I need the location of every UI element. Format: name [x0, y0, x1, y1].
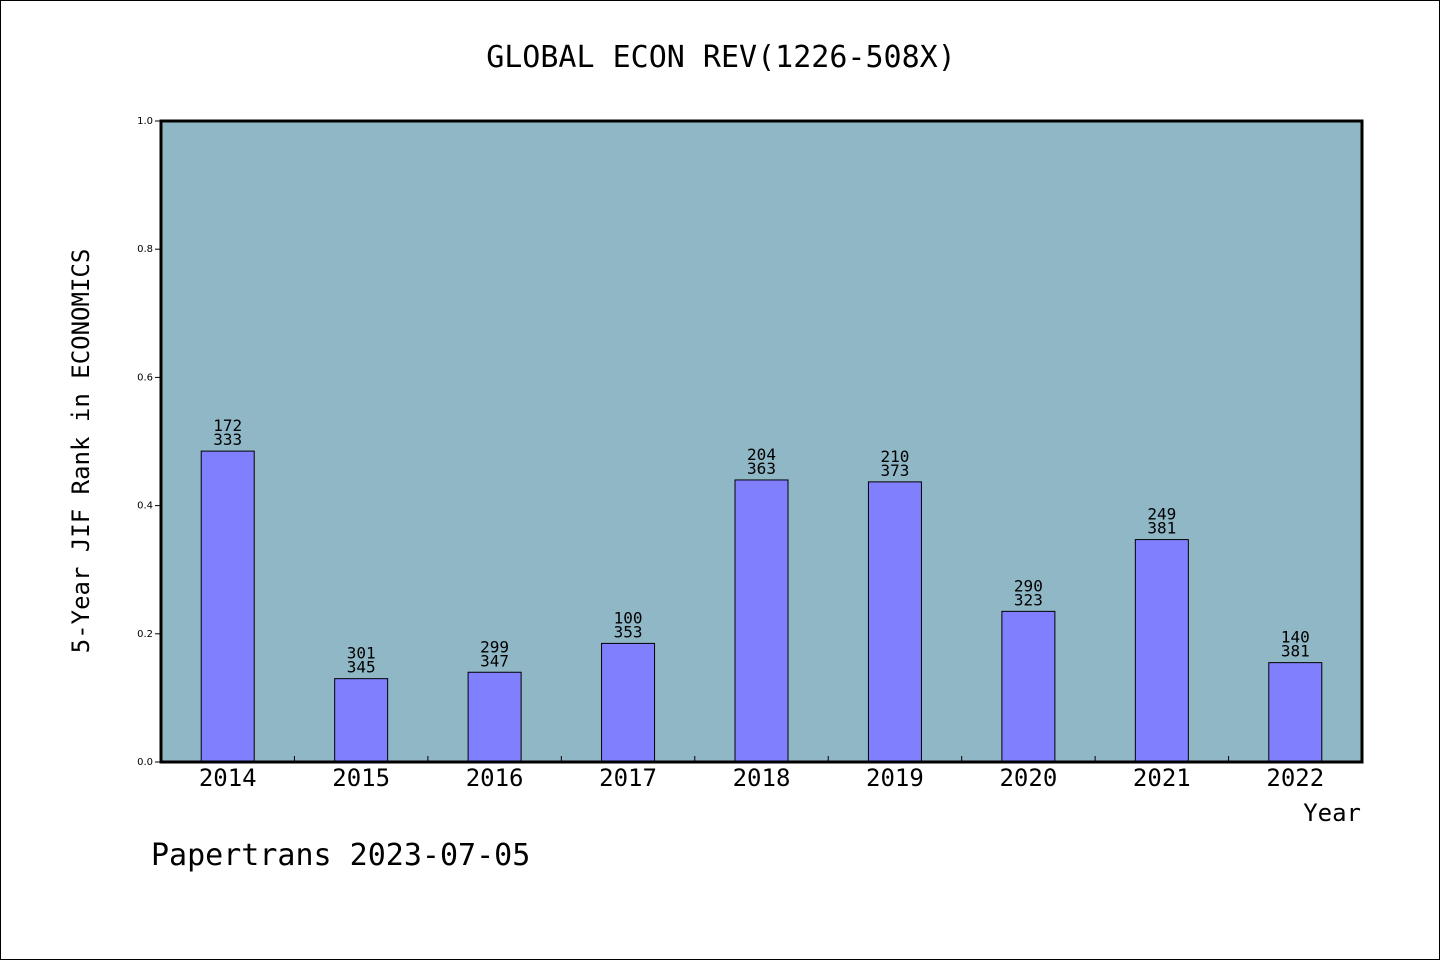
x-axis-label: Year	[1303, 799, 1361, 827]
rank-label-2015: 301	[347, 644, 376, 663]
x-tick-label-2015: 2015	[332, 764, 390, 792]
y-tick-label: 0.6	[137, 372, 153, 383]
x-tick-label-2019: 2019	[866, 764, 924, 792]
y-tick-label: 0.8	[137, 244, 153, 255]
y-axis-ticks: 0.0 0.2 0.4 0.6 0.8 1.0	[137, 116, 161, 768]
bar-2021	[1134, 539, 1189, 763]
rank-label-2014: 172	[213, 416, 242, 435]
total-label-2016: 347	[480, 651, 509, 670]
total-label-2020: 323	[1014, 590, 1043, 609]
y-tick-label: 0.2	[137, 629, 153, 640]
x-tick-label-2021: 2021	[1133, 764, 1191, 792]
plot-border	[159, 119, 1364, 764]
bar-series	[200, 450, 1323, 763]
x-tick-label-2018: 2018	[733, 764, 791, 792]
x-tick-label-2022: 2022	[1266, 764, 1324, 792]
bar-2016	[467, 671, 522, 763]
x-tick-label-2014: 2014	[199, 764, 257, 792]
rank-label-2018: 204	[747, 445, 776, 464]
bar-2014	[200, 450, 255, 763]
bar-2020	[1001, 610, 1056, 763]
chart-title: GLOBAL ECON REV(1226-508X)	[486, 40, 956, 75]
bar-2015	[334, 678, 389, 763]
total-label-2021: 381	[1147, 519, 1176, 538]
total-label-2018: 363	[747, 459, 776, 478]
total-label-2014: 333	[213, 430, 242, 449]
y-tick-label: 1.0	[137, 116, 153, 127]
total-label-2019: 373	[880, 461, 909, 480]
x-axis-ticks: 2014 2015 2016 2017 2018 2019 2020 2021 2022	[199, 756, 1324, 792]
rank-label-2022: 140	[1281, 628, 1310, 647]
total-label-2017: 353	[614, 622, 643, 641]
y-tick-label: 0.4	[137, 501, 153, 512]
rank-label-2019: 210	[880, 447, 909, 466]
rank-label-2016: 299	[480, 637, 509, 656]
footer-source-date: Papertrans 2023-07-05	[151, 838, 530, 873]
total-label-2022: 381	[1281, 642, 1310, 661]
x-tick-label-2017: 2017	[599, 764, 657, 792]
y-axis-label: 5-Year JIF Rank in ECONOMICS	[67, 249, 95, 654]
y-tick-label: 0.0	[137, 757, 153, 768]
x-tick-label-2020: 2020	[999, 764, 1057, 792]
bar-2022	[1268, 662, 1323, 763]
data-labels: 1723333013452993471003532043632103732903…	[213, 416, 1309, 677]
total-label-2015: 345	[347, 658, 376, 677]
rank-label-2020: 290	[1014, 576, 1043, 595]
bar-2018	[734, 479, 789, 763]
x-tick-label-2016: 2016	[466, 764, 524, 792]
bar-2019	[867, 481, 922, 763]
rank-label-2017: 100	[614, 608, 643, 627]
bar-2017	[601, 642, 656, 763]
rank-label-2021: 249	[1147, 505, 1176, 524]
